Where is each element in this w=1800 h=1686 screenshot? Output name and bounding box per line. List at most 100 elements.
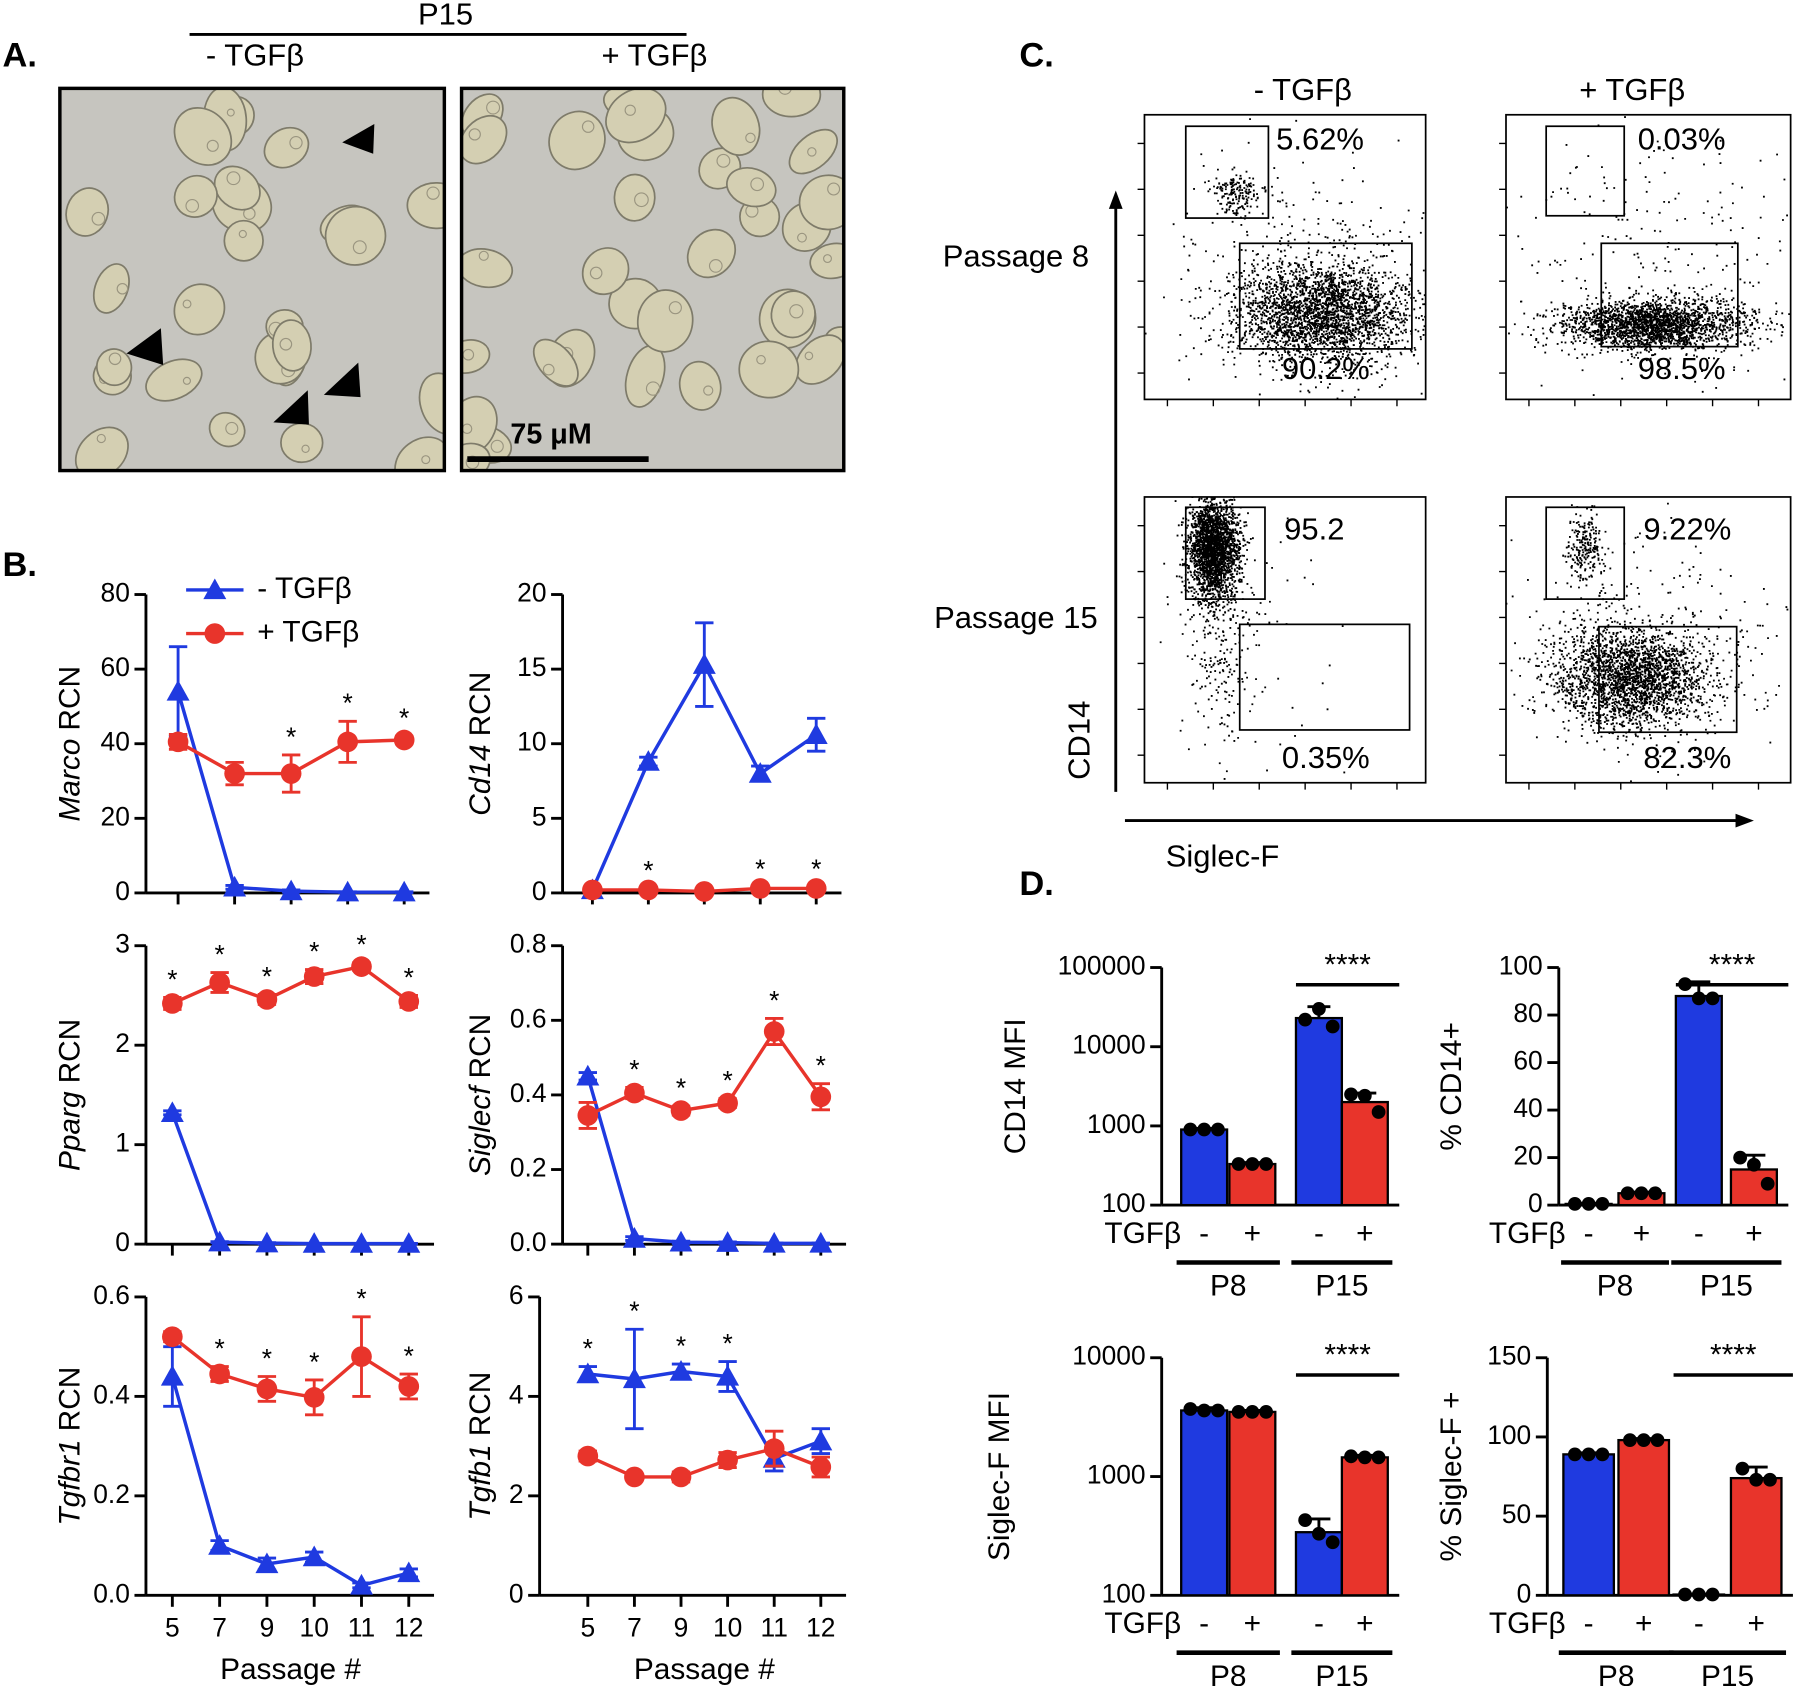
y-tick-label: 100 bbox=[1487, 1420, 1531, 1450]
y-tick-label: 20 bbox=[1513, 1141, 1542, 1171]
cell-granule bbox=[225, 421, 239, 435]
x-tick-label: - bbox=[1199, 1607, 1209, 1640]
replicate-point bbox=[1259, 1157, 1274, 1171]
marker bbox=[670, 1100, 692, 1121]
marker bbox=[810, 1086, 832, 1108]
x-axis-label: Siglec-F bbox=[1166, 839, 1280, 874]
cell-granule bbox=[797, 232, 807, 243]
replicate-point bbox=[1298, 1012, 1313, 1027]
micrograph bbox=[461, 88, 844, 471]
marker bbox=[622, 1367, 646, 1389]
group-label: P8 bbox=[1597, 1270, 1633, 1303]
y-axis-gene: Cd14 bbox=[464, 744, 497, 815]
y-tick-label: 60 bbox=[101, 652, 130, 682]
cell bbox=[738, 340, 800, 399]
gate-label: 0.03% bbox=[1638, 121, 1726, 156]
marker bbox=[763, 1021, 785, 1042]
y-tick-label: 50 bbox=[1502, 1499, 1531, 1529]
replicate-point bbox=[1197, 1122, 1212, 1137]
marker bbox=[622, 1227, 646, 1248]
x-tick-label: + bbox=[1244, 1607, 1261, 1640]
marker bbox=[576, 1362, 600, 1384]
micrograph-frame bbox=[459, 86, 846, 473]
x-tick-label: 7 bbox=[212, 1613, 227, 1643]
cell-granule bbox=[182, 299, 192, 309]
y-tick-label: 0.2 bbox=[510, 1152, 547, 1182]
y-tick-label: 15 bbox=[517, 652, 546, 682]
cell bbox=[532, 338, 579, 387]
x-tick-label: 12 bbox=[394, 1613, 423, 1643]
cell-granule bbox=[301, 444, 310, 453]
marker bbox=[810, 1456, 832, 1478]
y-axis-gene: Marco bbox=[53, 739, 86, 822]
significance: **** bbox=[1324, 948, 1371, 981]
group-label: P15 bbox=[1315, 1270, 1368, 1303]
marker bbox=[716, 1231, 740, 1252]
y-axis-label: Marco RCN bbox=[53, 666, 86, 822]
marker bbox=[303, 1387, 325, 1408]
gate bbox=[1184, 125, 1270, 219]
cell bbox=[761, 88, 822, 118]
y-tick-label: 5 bbox=[532, 801, 547, 831]
marker bbox=[166, 680, 190, 701]
cell-granule bbox=[634, 192, 649, 208]
cell-granule bbox=[581, 120, 595, 133]
cell-granule bbox=[823, 254, 832, 264]
y-axis-unit: RCN bbox=[53, 1367, 86, 1432]
marker bbox=[162, 1326, 183, 1348]
cell bbox=[788, 128, 838, 175]
x-tick-label: + bbox=[1747, 1607, 1764, 1640]
y-tick-label: 1000 bbox=[1087, 1460, 1146, 1490]
cell bbox=[324, 205, 387, 266]
cell-granule bbox=[182, 376, 191, 385]
y-tick-label: 0 bbox=[509, 1578, 524, 1608]
y-tick-label: 100 bbox=[1102, 1578, 1146, 1608]
x-tick-label: - bbox=[1694, 1607, 1704, 1640]
event-dots bbox=[1159, 496, 1346, 780]
cell-granule bbox=[226, 171, 241, 186]
cell bbox=[461, 442, 491, 471]
replicate-point bbox=[1344, 1087, 1358, 1102]
bar bbox=[1340, 1456, 1389, 1597]
replicate-point bbox=[1705, 1587, 1720, 1602]
y-axis-label: Tgfbr1 RCN bbox=[53, 1367, 86, 1526]
x-tick-label: - bbox=[1694, 1217, 1704, 1250]
y-tick-label: 0 bbox=[1517, 1578, 1532, 1608]
y-axis-label: Siglec-F MFI bbox=[983, 1392, 1016, 1561]
cell bbox=[678, 360, 722, 411]
replicate-point bbox=[1648, 1186, 1663, 1201]
cell-granule bbox=[226, 108, 235, 117]
cell-granule bbox=[185, 199, 200, 213]
row-label: Passage 8 bbox=[943, 238, 1089, 273]
marker bbox=[638, 879, 659, 901]
cell bbox=[213, 165, 261, 211]
cell bbox=[208, 411, 246, 448]
replicate-point bbox=[1760, 1176, 1775, 1191]
gate-label: 98.5% bbox=[1638, 351, 1726, 386]
cell-granule bbox=[352, 240, 367, 255]
cell-granule bbox=[116, 282, 129, 295]
y-tick-label: 2 bbox=[509, 1479, 524, 1509]
cell-granule bbox=[490, 439, 504, 453]
replicate-point bbox=[1325, 1535, 1340, 1550]
y-axis-gene: Siglecf bbox=[464, 1084, 497, 1176]
row-label: Passage 15 bbox=[934, 600, 1098, 635]
marker bbox=[692, 653, 716, 674]
replicate-point bbox=[1691, 1587, 1706, 1602]
cell-granule bbox=[750, 177, 765, 192]
x-axis-label: Passage # bbox=[220, 1653, 361, 1686]
cell-granule bbox=[804, 351, 814, 361]
x-tick-label: + bbox=[1356, 1217, 1373, 1250]
x-tick-label: 9 bbox=[674, 1613, 689, 1643]
marker bbox=[392, 880, 416, 902]
replicate-point bbox=[1312, 1002, 1326, 1016]
y-axis-unit: RCN bbox=[53, 1019, 86, 1084]
marker bbox=[398, 1376, 420, 1397]
replicate-point bbox=[1371, 1105, 1386, 1119]
gate-label: 5.62% bbox=[1276, 121, 1364, 156]
series-line bbox=[587, 1446, 822, 1479]
panel-label: B. bbox=[2, 546, 36, 584]
marker bbox=[693, 881, 715, 902]
cell bbox=[173, 174, 218, 218]
